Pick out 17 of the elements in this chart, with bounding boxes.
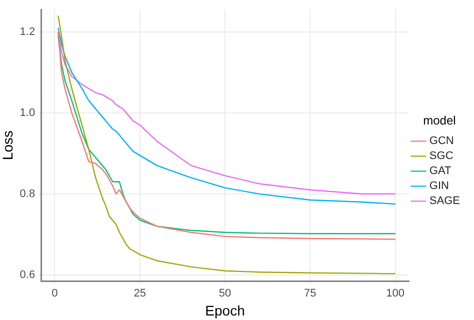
x-tick-label: 25 bbox=[134, 288, 146, 300]
x-tick-label: 75 bbox=[304, 288, 316, 300]
y-tick-label: 0.8 bbox=[20, 188, 36, 200]
x-tick-label: 0 bbox=[52, 288, 58, 300]
legend-title: model bbox=[423, 114, 456, 128]
x-tick-label: 100 bbox=[386, 288, 404, 300]
x-tick-label: 50 bbox=[218, 288, 232, 300]
legend-label: SAGE bbox=[429, 195, 460, 208]
legend-label: GIN bbox=[429, 180, 450, 192]
legend-label: GCN bbox=[429, 135, 454, 148]
y-tick-label: 1.2 bbox=[20, 26, 36, 38]
y-tick-label: 0.6 bbox=[20, 268, 36, 281]
legend-label: GAT bbox=[429, 165, 452, 178]
y-axis-title: Loss bbox=[0, 130, 16, 160]
x-axis-title: Epoch bbox=[205, 302, 245, 318]
y-tick-label: 1.0 bbox=[20, 106, 36, 119]
legend-label: SGC bbox=[429, 150, 454, 162]
